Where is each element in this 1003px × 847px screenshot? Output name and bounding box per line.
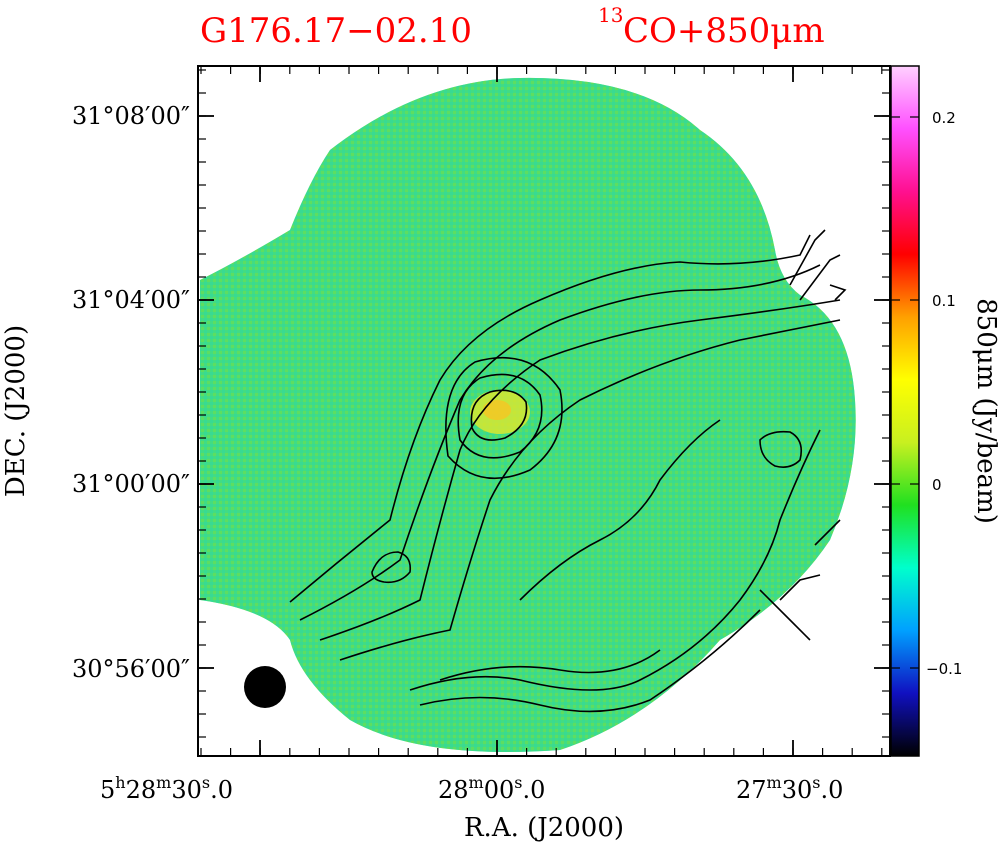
y-tick-label: 31°04′00″	[72, 286, 190, 314]
colorbar: 0.2 0.1 0 −0.1 850μm (Jy/beam)	[890, 65, 1001, 757]
y-tick-label: 31°08′00″	[72, 102, 190, 130]
contour-clump-right	[759, 430, 803, 468]
x-tick-label: 28m00s.0	[438, 773, 545, 804]
x-tick-labels: 5h28m30s.0 28m00s.0 27m30s.0	[100, 773, 843, 804]
y-tick-label: 30°56′00″	[72, 655, 190, 683]
contour-edge-3	[829, 284, 847, 301]
co-contours	[289, 229, 847, 713]
colorbar-scale	[890, 65, 920, 757]
map-title-source: G176.17−02.10	[200, 11, 472, 51]
x-tick-label: 5h28m30s.0	[100, 773, 233, 804]
map-title-tracer: CO+850μm	[623, 11, 825, 51]
beam-marker	[244, 666, 286, 708]
contour-peak-3	[445, 356, 563, 480]
plot-frame	[197, 65, 891, 757]
y-tick-labels: 31°08′00″ 31°04′00″ 31°00′00″ 30°56′00″	[72, 102, 190, 683]
contour-2	[299, 264, 821, 621]
contour-4	[339, 319, 841, 661]
contour-7	[439, 649, 661, 681]
contour-3	[319, 299, 841, 641]
contour-clump-left	[371, 551, 412, 584]
contour-5	[409, 429, 821, 691]
contour-1	[289, 234, 811, 603]
bright-source-core	[483, 400, 511, 420]
contour-8	[519, 419, 721, 601]
plot-border	[197, 65, 891, 757]
contour-edge-6	[814, 519, 841, 546]
x-axis-label: R.A. (J2000)	[464, 813, 624, 843]
y-axis-label: DEC. (J2000)	[1, 325, 31, 497]
contour-peak-2	[457, 373, 543, 459]
contour-edge-4	[759, 589, 811, 641]
contour-edge-5	[779, 574, 821, 601]
x-tick-label: 27m30s.0	[736, 773, 843, 804]
y-tick-label: 31°00′00″	[72, 470, 190, 498]
colorbar-tick-label: 0.2	[932, 109, 956, 127]
contour-peak-1	[470, 389, 528, 441]
colorbar-tick-label: −0.1	[926, 660, 962, 678]
colorbar-tick-label: 0	[932, 476, 942, 494]
contour-6	[419, 609, 761, 713]
colorbar-ticks	[891, 116, 919, 669]
emission-map	[200, 77, 856, 752]
minor-tick-marks	[198, 66, 890, 756]
contour-edge-1	[789, 229, 826, 286]
colorbar-tick-label: 0.1	[932, 292, 956, 310]
colorbar-label: 850μm (Jy/beam)	[971, 298, 1001, 524]
map-title-tracer-prefix: 13	[598, 3, 623, 27]
contour-edge-2	[799, 254, 841, 301]
